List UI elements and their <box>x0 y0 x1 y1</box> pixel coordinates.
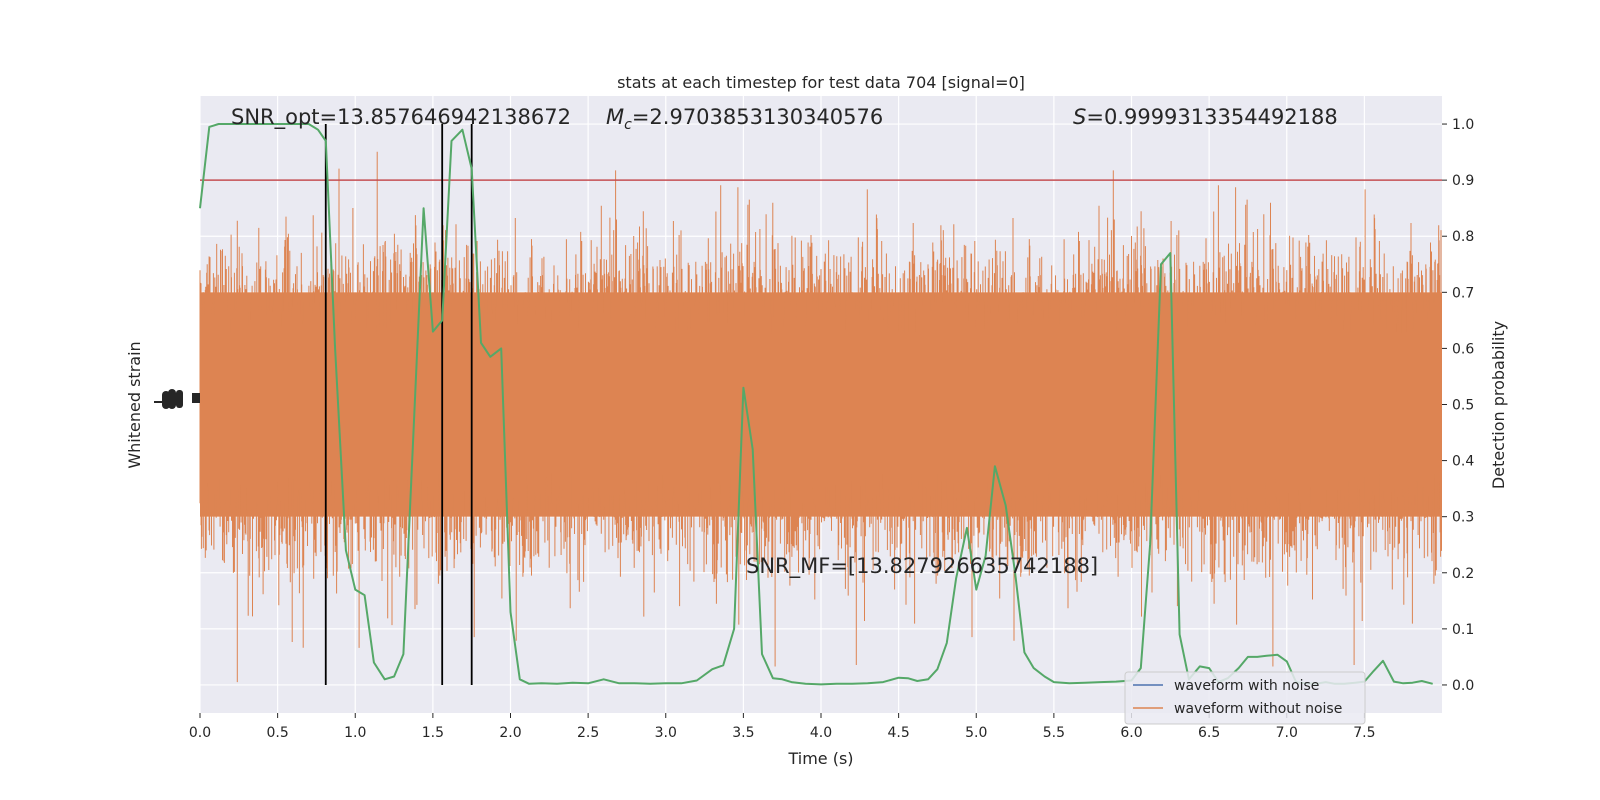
x-axis-label: Time (s) <box>787 749 853 768</box>
x-tick-label: 3.5 <box>732 725 754 741</box>
x-tick-label: 6.5 <box>1198 725 1220 741</box>
x-tick-label: 1.5 <box>422 725 444 741</box>
y-tick-label: 1.0 <box>1452 117 1474 133</box>
y-tick-label: 0.0 <box>1452 678 1474 694</box>
chirp-mass-annotation: Mc=2.9703853130340576 <box>606 105 883 133</box>
x-tick-label: 0.0 <box>189 725 211 741</box>
snr-mf-annotation: SNR_MF=[13.827926635742188] <box>746 554 1098 579</box>
y-tick-label: 0.2 <box>1452 566 1474 582</box>
s-value: =0.9999313354492188 <box>1086 105 1337 129</box>
noise-band-spikes <box>199 151 1442 683</box>
y-tick-label: 0.3 <box>1452 510 1474 526</box>
left-axis-collapsed-ticks <box>154 389 200 409</box>
snr-opt-annotation: SNR_opt=13.857646942138672 <box>231 105 571 130</box>
legend-label-with-noise: waveform with noise <box>1174 678 1319 694</box>
x-tick-label: 4.0 <box>810 725 832 741</box>
x-tick-label: 6.0 <box>1120 725 1142 741</box>
s-symbol: S <box>1073 105 1086 129</box>
y-tick-label: 0.8 <box>1452 229 1474 245</box>
legend: waveform with noise waveform without noi… <box>1124 671 1366 725</box>
right-y-axis-label: Detection probability <box>1489 321 1508 489</box>
noise-band <box>199 151 1442 683</box>
x-axis-ticks: 0.0 0.5 1.0 1.5 2.0 2.5 3.0 3.5 4.0 4.5 5.0 5.5 6.0 6… <box>189 713 1376 741</box>
y-axis-right-ticks: 0.0 0.1 0.2 0.3 0.4 0.5 0.6 0.7 0.8 0.9 1.0 <box>1442 117 1474 694</box>
s-annotation: S=0.9999313354492188 <box>1073 105 1338 129</box>
legend-box <box>1124 671 1366 725</box>
x-tick-label: 4.5 <box>887 725 909 741</box>
x-tick-label: 3.0 <box>655 725 677 741</box>
detection-probability-line <box>199 123 1433 686</box>
chart-title: stats at each timestep for test data 704… <box>617 73 1025 92</box>
chirp-mass-value: =2.9703853130340576 <box>632 105 883 129</box>
y-tick-label: 0.4 <box>1452 454 1474 470</box>
y-tick-label: 0.5 <box>1452 398 1474 414</box>
x-tick-label: 7.5 <box>1353 725 1375 741</box>
left-y-axis-label: Whitened strain <box>125 341 144 468</box>
chirp-mass-subscript: c <box>624 117 632 133</box>
y-tick-label: 0.9 <box>1452 173 1474 189</box>
legend-label-without-noise: waveform without noise <box>1174 701 1342 717</box>
y-tick-label: 0.7 <box>1452 285 1474 301</box>
x-tick-label: 2.0 <box>499 725 521 741</box>
x-tick-label: 0.5 <box>266 725 288 741</box>
x-tick-label: 5.0 <box>965 725 987 741</box>
detection-probability-series <box>199 123 1433 686</box>
x-tick-label: 2.5 <box>577 725 599 741</box>
x-tick-label: 1.0 <box>344 725 366 741</box>
y-tick-label: 0.1 <box>1452 622 1474 638</box>
x-tick-label: 7.0 <box>1276 725 1298 741</box>
chirp-mass-symbol: M <box>606 105 624 129</box>
vertical-markers <box>324 124 473 685</box>
x-tick-label: 5.5 <box>1043 725 1065 741</box>
y-tick-label: 0.6 <box>1452 341 1474 357</box>
